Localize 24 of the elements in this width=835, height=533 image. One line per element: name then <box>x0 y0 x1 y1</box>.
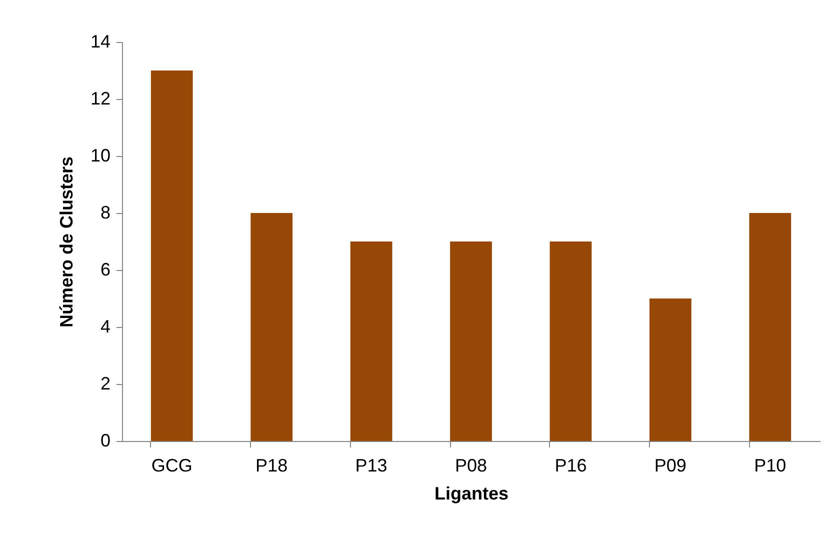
y-tick-label: 2 <box>100 374 110 394</box>
y-axis-title: Número de Clusters <box>56 156 76 328</box>
x-tick-label: P08 <box>454 456 488 476</box>
x-tick-label: P09 <box>654 456 686 476</box>
bar <box>649 298 692 441</box>
bar <box>350 242 392 441</box>
y-tick-label: 6 <box>100 260 110 280</box>
y-tick-label: 8 <box>100 202 110 222</box>
bar <box>450 242 492 441</box>
x-tick-label: P18 <box>256 456 288 476</box>
bar <box>749 213 792 441</box>
y-tick-label: 14 <box>90 32 110 52</box>
x-tick-label: P13 <box>355 456 388 476</box>
bar <box>150 70 193 441</box>
x-tick-label: P10 <box>754 456 786 476</box>
y-tick-label: 12 <box>90 88 110 108</box>
y-tick-label: 10 <box>90 146 110 166</box>
y-tick-label: 0 <box>100 430 110 450</box>
x-axis-title: Ligantes <box>434 484 509 504</box>
bar <box>250 213 293 441</box>
x-tick-label: P16 <box>554 456 587 476</box>
x-tick-label: GCG <box>151 456 192 476</box>
bar <box>550 242 592 441</box>
y-tick-label: 4 <box>100 316 110 336</box>
